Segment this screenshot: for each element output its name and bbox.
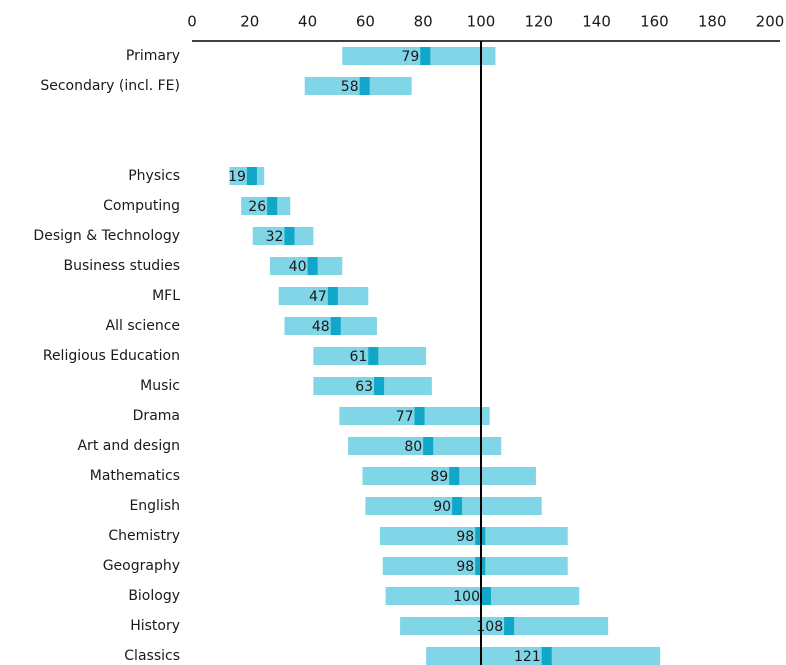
value-label: 77 [396, 409, 414, 425]
bar-row: Geography 98 [103, 557, 568, 575]
point-estimate-marker [541, 647, 552, 665]
bar-row: English 90 [129, 497, 542, 515]
range-bar [304, 77, 412, 95]
bar-row: Computing 26 [103, 197, 291, 215]
point-estimate-marker [481, 587, 491, 605]
category-label: Chemistry [108, 528, 180, 544]
bar-row: Chemistry 98 [108, 527, 568, 545]
range-bar [278, 287, 369, 305]
category-label: Geography [103, 558, 180, 574]
point-estimate-marker [414, 407, 425, 425]
bar-row: Biology 100 [128, 587, 580, 605]
point-estimate-marker [330, 317, 341, 335]
category-label: Classics [124, 648, 180, 664]
bar-row: Religious Education 61 [43, 347, 427, 365]
category-label: Music [140, 378, 180, 394]
category-label: Business studies [63, 258, 180, 274]
bar-row: Primary 79 [126, 47, 496, 65]
bar-row: History 108 [130, 617, 609, 635]
category-label: All science [106, 318, 180, 334]
point-estimate-marker [374, 377, 385, 395]
x-tick-label: 100 [467, 13, 496, 31]
point-estimate-marker [267, 197, 278, 215]
point-estimate-marker [327, 287, 338, 305]
range-bar [241, 197, 291, 215]
value-label: 90 [433, 499, 451, 515]
bar-row: Art and design 80 [77, 437, 502, 455]
value-label: 58 [341, 79, 359, 95]
category-label: Primary [126, 48, 180, 64]
point-estimate-marker [449, 467, 460, 485]
category-label: History [130, 618, 180, 634]
x-axis-ticks: 0 20 40 60 80 100 120 140 160 180 200 [187, 13, 784, 31]
value-label: 40 [289, 259, 307, 275]
value-label: 98 [456, 529, 474, 545]
value-label: 48 [312, 319, 330, 335]
value-label: 32 [266, 229, 284, 245]
range-bar [379, 527, 568, 545]
x-tick-label: 160 [640, 13, 669, 31]
point-estimate-marker [246, 167, 257, 185]
bar-row: Secondary (incl. FE) 58 [40, 77, 412, 95]
bar-row: Music 63 [140, 377, 432, 395]
point-estimate-marker [423, 437, 434, 455]
category-label: Physics [128, 168, 180, 184]
bar-row: Design & Technology 32 [33, 227, 314, 245]
value-label: 79 [401, 49, 419, 65]
point-estimate-marker [284, 227, 295, 245]
bar-row: MFL 47 [152, 287, 369, 305]
point-estimate-marker [420, 47, 431, 65]
value-label: 98 [456, 559, 474, 575]
value-label: 61 [349, 349, 367, 365]
value-label: 19 [228, 169, 246, 185]
x-tick-label: 140 [582, 13, 611, 31]
value-label: 121 [514, 649, 541, 665]
value-label: 63 [355, 379, 373, 395]
range-bar [252, 227, 314, 245]
category-label: Art and design [77, 438, 180, 454]
x-tick-label: 120 [524, 13, 553, 31]
point-estimate-marker [307, 257, 318, 275]
point-estimate-marker [359, 77, 370, 95]
category-label: Mathematics [90, 468, 180, 484]
bar-row: Drama 77 [133, 407, 490, 425]
x-tick-label: 80 [414, 13, 433, 31]
category-label: English [129, 498, 180, 514]
value-label: 80 [404, 439, 422, 455]
value-label: 26 [248, 199, 266, 215]
bar-row: Physics 19 [128, 167, 265, 185]
point-estimate-marker [452, 497, 463, 515]
value-label: 108 [476, 619, 503, 635]
x-tick-label: 0 [187, 13, 197, 31]
point-estimate-marker [368, 347, 379, 365]
range-bar [342, 47, 496, 65]
value-label: 100 [453, 589, 480, 605]
range-bar [313, 377, 432, 395]
category-label: Design & Technology [33, 228, 180, 244]
x-tick-label: 40 [298, 13, 317, 31]
category-label: Secondary (incl. FE) [40, 78, 180, 94]
x-tick-label: 60 [356, 13, 375, 31]
bar-row: Business studies 40 [63, 257, 343, 275]
category-label: Computing [103, 198, 180, 214]
x-tick-label: 20 [240, 13, 259, 31]
category-label: MFL [152, 288, 180, 304]
value-label: 89 [430, 469, 448, 485]
range-bar [270, 257, 343, 275]
value-label: 47 [309, 289, 327, 305]
category-label: Drama [133, 408, 180, 424]
x-tick-label: 200 [756, 13, 785, 31]
bar-row: Mathematics 89 [90, 467, 536, 485]
point-estimate-marker [504, 617, 515, 635]
category-label: Biology [128, 588, 180, 604]
plot-area: Primary 79 Secondary (incl. FE) 58 Physics 19… [33, 47, 661, 665]
bar-row: Classics 121 [124, 647, 661, 665]
x-tick-label: 180 [698, 13, 727, 31]
category-label: Religious Education [43, 348, 180, 364]
bar-row: All science 48 [106, 317, 377, 335]
